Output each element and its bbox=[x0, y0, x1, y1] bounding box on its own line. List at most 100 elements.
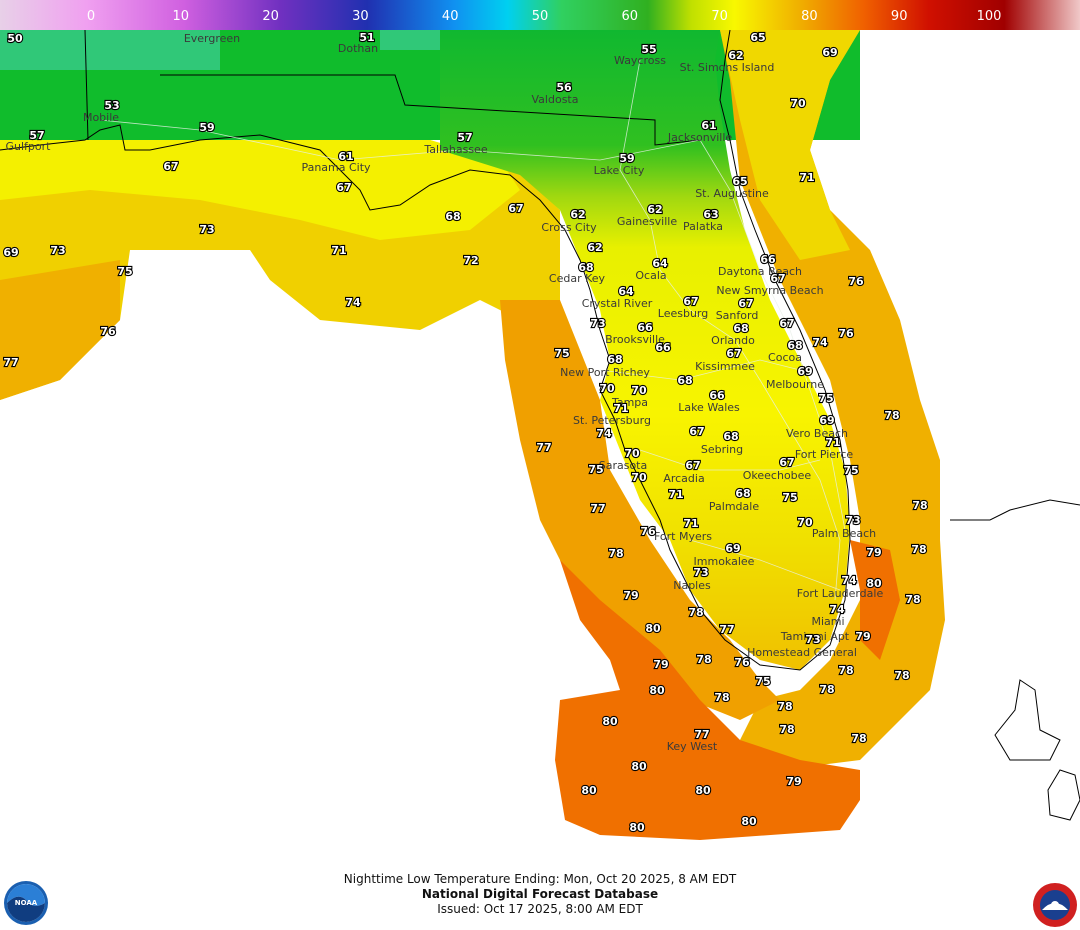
temperature-values: 50 51 55 62 65 69 56 53 70 59 61 57 57 61 59 67 71 65 67 68… bbox=[2, 30, 929, 835]
city-label: Daytona Beach bbox=[718, 265, 802, 278]
temperature-value: 66 bbox=[655, 341, 671, 354]
temperature-value: 67 bbox=[163, 160, 178, 173]
temperature-value: 62 bbox=[570, 208, 585, 221]
colorbar-tick-label: 0 bbox=[87, 9, 95, 24]
temperature-value: 75 bbox=[818, 392, 833, 405]
temperature-value: 78 bbox=[851, 732, 866, 745]
temperature-value: 61 bbox=[701, 119, 716, 132]
temperature-value: 77 bbox=[719, 623, 734, 636]
temperature-value: 67 bbox=[738, 297, 753, 310]
city-label: Vero Beach bbox=[786, 427, 848, 440]
temperature-value: 66 bbox=[637, 321, 653, 334]
city-label: Valdosta bbox=[532, 93, 579, 106]
temperature-value: 70 bbox=[797, 516, 813, 529]
temperature-value: 76 bbox=[848, 275, 864, 288]
temperature-value: 78 bbox=[905, 593, 920, 606]
temperature-shading bbox=[0, 30, 945, 840]
city-label: Panama City bbox=[301, 161, 371, 174]
temperature-value: 70 bbox=[624, 447, 640, 460]
temperature-value: 71 bbox=[613, 402, 628, 415]
city-label: Cross City bbox=[541, 221, 597, 234]
temperature-value: 77 bbox=[536, 441, 551, 454]
temperature-value: 69 bbox=[819, 414, 834, 427]
temperature-value: 62 bbox=[587, 241, 602, 254]
temperature-value: 73 bbox=[590, 317, 605, 330]
temperature-value: 63 bbox=[703, 208, 718, 221]
temperature-value: 67 bbox=[770, 272, 785, 285]
city-label: Tallahassee bbox=[423, 143, 487, 156]
temperature-value: 74 bbox=[829, 603, 845, 616]
temperature-value: 50 bbox=[7, 32, 23, 45]
city-label: Fort Lauderdale bbox=[797, 587, 884, 600]
temperature-value: 80 bbox=[602, 715, 618, 728]
temperature-value: 68 bbox=[733, 322, 748, 335]
temperature-value: 78 bbox=[819, 683, 834, 696]
temperature-value: 70 bbox=[631, 384, 647, 397]
temperature-value: 76 bbox=[734, 656, 750, 669]
city-label: Immokalee bbox=[694, 555, 755, 568]
city-label: Palmdale bbox=[709, 500, 759, 513]
temperature-value: 70 bbox=[790, 97, 806, 110]
city-label: Sebring bbox=[701, 443, 743, 456]
temperature-value: 69 bbox=[725, 542, 740, 555]
temperature-value: 71 bbox=[825, 436, 840, 449]
temperature-value: 64 bbox=[618, 285, 634, 298]
temperature-value: 74 bbox=[596, 427, 612, 440]
temperature-value: 78 bbox=[688, 606, 703, 619]
city-label: Naples bbox=[673, 579, 711, 592]
temperature-value: 56 bbox=[556, 81, 572, 94]
temperature-value: 74 bbox=[345, 296, 361, 309]
city-label: Jacksonville bbox=[667, 131, 733, 144]
city-label: Fort Myers bbox=[654, 530, 712, 543]
city-label: Sarasota bbox=[599, 459, 648, 472]
temperature-value: 73 bbox=[50, 244, 65, 257]
temperature-value: 76 bbox=[838, 327, 854, 340]
temperature-value: 73 bbox=[199, 223, 214, 236]
temperature-value: 57 bbox=[29, 129, 44, 142]
temperature-value: 53 bbox=[104, 99, 119, 112]
city-label: Leesburg bbox=[658, 307, 708, 320]
temperature-value: 80 bbox=[695, 784, 711, 797]
temperature-value: 75 bbox=[588, 463, 603, 476]
temperature-value: 71 bbox=[683, 517, 698, 530]
temperature-value: 67 bbox=[779, 456, 794, 469]
temperature-value: 78 bbox=[777, 700, 792, 713]
city-label: St. Petersburg bbox=[573, 414, 651, 427]
temperature-value: 67 bbox=[336, 181, 351, 194]
temperature-value: 76 bbox=[100, 325, 116, 338]
caption-issued: Issued: Oct 17 2025, 8:00 AM EDT bbox=[437, 902, 643, 916]
city-label: Waycross bbox=[614, 54, 666, 67]
city-label: Lake Wales bbox=[678, 401, 740, 414]
temperature-value: 59 bbox=[619, 152, 634, 165]
map-caption: Nighttime Low Temperature Ending: Mon, O… bbox=[0, 872, 1080, 917]
temperature-value: 66 bbox=[709, 389, 725, 402]
city-label: Orlando bbox=[711, 334, 755, 347]
temperature-value: 80 bbox=[581, 784, 597, 797]
city-label: Key West bbox=[667, 740, 718, 753]
temperature-value: 65 bbox=[732, 175, 747, 188]
temperature-value: 80 bbox=[631, 760, 647, 773]
city-label: Sanford bbox=[716, 309, 759, 322]
city-label: Dothan bbox=[338, 42, 378, 55]
city-label: Gainesville bbox=[617, 215, 677, 228]
temperature-value: 77 bbox=[3, 356, 18, 369]
temperature-value: 67 bbox=[683, 295, 698, 308]
road-lines bbox=[99, 59, 846, 601]
temperature-value: 79 bbox=[855, 630, 870, 643]
temperature-value: 76 bbox=[640, 525, 656, 538]
temperature-value: 80 bbox=[741, 815, 757, 828]
caption-source: National Digital Forecast Database bbox=[421, 887, 659, 901]
temperature-value: 64 bbox=[652, 257, 668, 270]
nws-logo-icon bbox=[1033, 883, 1077, 927]
city-label: Brooksville bbox=[605, 333, 665, 346]
temperature-value: 71 bbox=[668, 488, 683, 501]
temperature-value: 78 bbox=[838, 664, 853, 677]
temperature-value: 75 bbox=[843, 464, 858, 477]
temperature-value: 69 bbox=[822, 46, 837, 59]
city-label: Mobile bbox=[83, 111, 119, 124]
temperature-value: 67 bbox=[689, 425, 704, 438]
temperature-value: 70 bbox=[599, 382, 615, 395]
temperature-value: 75 bbox=[117, 265, 132, 278]
temperature-value: 77 bbox=[694, 728, 709, 741]
temperature-map: Evergreen Dothan Waycross St. Simons Island… bbox=[0, 30, 1080, 840]
